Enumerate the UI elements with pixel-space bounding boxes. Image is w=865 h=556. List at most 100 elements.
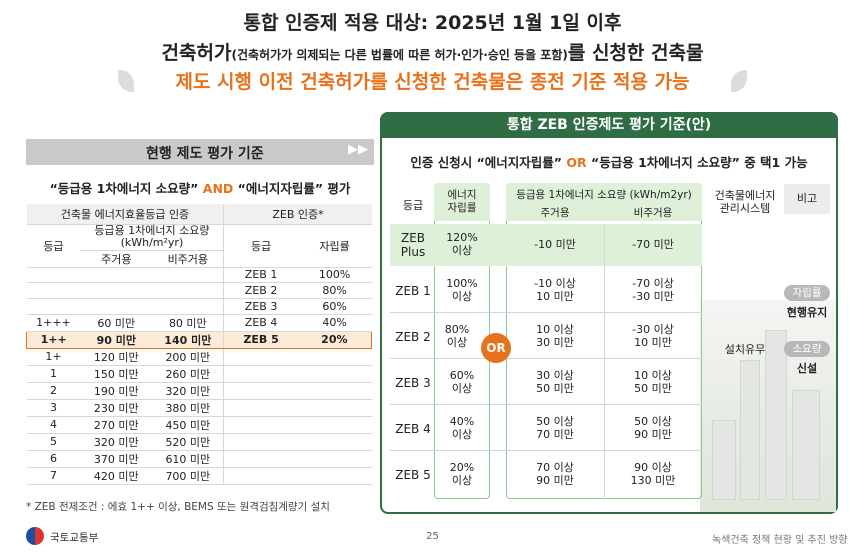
title-line2-main: 건축허가 [161,42,232,64]
note-pill-energy: 소요량 [784,341,830,357]
bems-value: 설치유무 [724,343,766,356]
table-row: 5 320 미만 520 미만 [26,433,372,451]
cell-grade: 3 [26,399,81,417]
cell-zeb: ZEB 4 [223,314,298,332]
cell-zeb [223,399,298,417]
cell-rate: 100% [297,267,372,284]
subtitle-energy: “등급용 1차에너지 소요량” 중 택1 가능 [591,155,808,170]
row-nonres: -30 이상 10 미만 [632,323,674,349]
proposed-criteria-title: 통합 ZEB 인증제도 평가 기준(안) [380,112,838,138]
cell-rate [297,433,372,451]
current-criteria-subtitle: “등급용 1차에너지 소요량” AND “에너지자립률” 평가 [26,178,374,197]
double-arrow-icon: ▶▶ [348,142,368,157]
row-nonres: 90 이상 130 미만 [630,461,676,487]
energy-header: 등급용 1차에너지 소요량 (kWh/m²yr) [80,224,225,251]
current-criteria-table: 건축물 에너지효율등급 인증 ZEB 인증* 등급 등급용 1차에너지 소요량(… [26,204,372,485]
or-badge: OR [481,333,511,363]
table-row: ZEB 1 100% [26,267,372,284]
row-rate: 40% 이상 [449,415,475,441]
cell-res [80,267,153,284]
table-row: ZEB 3 60% [26,298,372,315]
row-rate: 100% 이상 [446,277,478,303]
cell-zeb: ZEB 5 [223,330,298,349]
cell-grade: 1++ [26,330,81,349]
table-row: ZEB 2 80% [26,282,372,300]
cell-nonres: 260 미만 [152,365,225,383]
row-grade-zeb1: ZEB 1 [395,284,431,298]
row-nonres: -70 이상 -30 미만 [632,277,674,303]
row-nonres: -70 미만 [632,238,674,251]
cell-zeb [223,450,298,468]
current-criteria-banner: 현행 제도 평가 기준 ▶▶ [26,139,374,165]
cell-rate: 60% [297,298,372,315]
table-row: 2 190 미만 320 미만 [26,382,372,400]
residential-header: 주거용 [80,250,153,268]
table-row: 1+++ 60 미만 80 미만 ZEB 4 40% [26,314,372,332]
cell-grade: 7 [26,467,81,485]
row-nonres: 50 이상 90 미만 [634,415,672,441]
cell-rate: 40% [297,314,372,332]
cell-nonres: 320 미만 [152,382,225,400]
row-res: -10 미만 [534,238,576,251]
cell-zeb [223,433,298,451]
residential-header: 주거용 [540,207,570,219]
table-row: 4 270 미만 450 미만 [26,416,372,434]
row-res: 70 이상 90 미만 [536,461,574,487]
group-zeb-header: ZEB 인증* [223,204,372,225]
cell-rate [297,348,372,366]
cell-nonres: 700 미만 [152,467,225,485]
cell-zeb [223,416,298,434]
title-line2-small: (건축허가가 의제되는 다른 법률에 따른 허가·인가·승인 등을 포함) [231,48,568,62]
cell-res: 420 미만 [80,467,153,485]
cell-rate: 20% [297,330,372,349]
cell-grade [26,267,81,284]
cell-rate [297,450,372,468]
cell-zeb [223,382,298,400]
cell-res: 190 미만 [80,382,153,400]
cell-nonres: 380 미만 [152,399,225,417]
table-row: 7 420 미만 700 미만 [26,467,372,485]
subtitle-energy: “등급용 1차에너지 소요량” [49,181,199,196]
leaf-left-icon [118,70,134,92]
table-row: 6 370 미만 610 미만 [26,450,372,468]
energy-column-divider [604,224,605,499]
energy-header: 등급용 1차에너지 소요량 (kWh/m2yr) 주거용 비주거용 [506,183,702,221]
title-line2: 건축허가(건축허가가 의제되는 다른 법률에 따른 허가·인가·승인 등을 포함… [0,38,865,65]
row-grade-zeb5: ZEB 5 [395,468,431,482]
note-value-new: 신설 [796,362,818,375]
cell-zeb: ZEB 1 [223,267,298,284]
energy-header-unit: (kWh/m²yr) [120,236,184,249]
cell-rate [297,399,372,417]
cell-res: 270 미만 [80,416,153,434]
row-grade-zeb2: ZEB 2 [395,330,431,344]
grade-column-header: 등급 [402,199,424,212]
cell-res: 90 미만 [80,330,153,349]
cell-nonres [152,267,225,284]
cell-res: 120 미만 [80,348,153,366]
note-value-keep: 현행유지 [786,306,828,319]
grade-header: 등급 [26,224,81,268]
cell-zeb: ZEB 3 [223,298,298,315]
building-shape [712,420,736,500]
row-rate: 80% 이상 [444,323,470,349]
cell-grade [26,298,81,315]
table-row: 1 150 미만 260 미만 [26,365,372,383]
cell-rate [297,416,372,434]
cell-grade: 1+ [26,348,81,366]
row-rate: 120% 이상 [446,231,478,257]
note-pill-self-rate: 자립률 [784,285,830,301]
cell-nonres: 80 미만 [152,314,225,332]
table-row: 3 230 미만 380 미만 [26,399,372,417]
cell-nonres: 450 미만 [152,416,225,434]
cell-res: 370 미만 [80,450,153,468]
cell-grade: 1 [26,365,81,383]
subtitle-and: AND [202,181,234,196]
zeb-plus-row-bg [390,224,702,266]
cell-zeb [223,365,298,383]
row-res: 50 이상 70 미만 [536,415,574,441]
cell-rate: 80% [297,282,372,300]
energy-header-title: 등급용 1차에너지 소요량 (kWh/m2yr) [516,189,692,201]
title-line2-end: 를 신청한 건축물 [567,42,704,64]
ministry-logo-icon [26,527,44,545]
cell-nonres: 610 미만 [152,450,225,468]
